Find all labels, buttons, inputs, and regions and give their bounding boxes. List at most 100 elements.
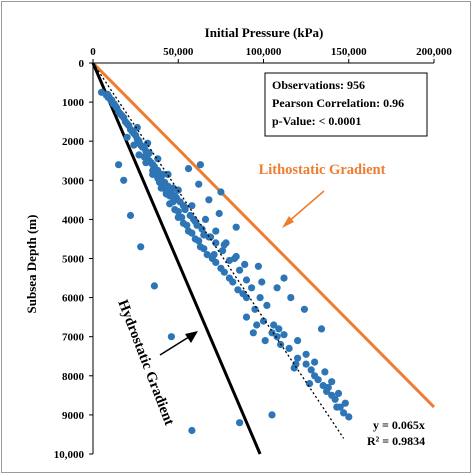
hydrostatic-gradient-line bbox=[91, 62, 262, 455]
data-point bbox=[203, 251, 211, 259]
data-point bbox=[200, 245, 208, 253]
data-point bbox=[159, 170, 167, 178]
data-point bbox=[248, 284, 256, 292]
data-point bbox=[345, 413, 353, 421]
data-point bbox=[268, 329, 276, 337]
data-point bbox=[172, 194, 181, 202]
data-point bbox=[294, 337, 302, 345]
data-point bbox=[219, 247, 227, 255]
data-point bbox=[212, 258, 220, 266]
x-axis-title: Initial Pressure (kPa) bbox=[205, 25, 324, 40]
data-point bbox=[236, 266, 244, 274]
data-point bbox=[270, 321, 278, 329]
y-tick-label: 4000 bbox=[62, 214, 85, 226]
data-point bbox=[130, 141, 138, 149]
data-point bbox=[188, 229, 196, 237]
data-point bbox=[242, 294, 251, 302]
data-point bbox=[317, 325, 326, 333]
x-tick-label: 200,000 bbox=[416, 46, 452, 58]
data-point bbox=[314, 376, 322, 384]
data-point bbox=[287, 294, 295, 302]
data-point bbox=[215, 209, 223, 218]
data-point bbox=[174, 208, 182, 216]
data-point bbox=[328, 378, 336, 386]
data-point bbox=[149, 170, 157, 178]
data-point bbox=[234, 286, 242, 294]
data-point bbox=[150, 282, 158, 290]
x-tick-label: 0 bbox=[90, 46, 96, 58]
data-point bbox=[188, 426, 196, 435]
data-point bbox=[273, 284, 281, 292]
stats-p-value: p-Value: < 0.0001 bbox=[272, 114, 361, 128]
data-point bbox=[280, 331, 288, 339]
y-ticks: 0 1000 2000 3000 4000 5000 6000 7000 8000 9000 10,… bbox=[54, 58, 93, 461]
data-point bbox=[142, 159, 150, 167]
data-point bbox=[311, 358, 319, 366]
data-point bbox=[147, 159, 155, 167]
stats-pearson: Pearson Correlation: 0.96 bbox=[272, 96, 404, 110]
regression-r2: R² = 0.9834 bbox=[367, 434, 425, 448]
data-point bbox=[169, 184, 177, 192]
data-point bbox=[181, 204, 189, 212]
data-point bbox=[259, 317, 268, 325]
data-point bbox=[334, 389, 343, 397]
data-point bbox=[198, 225, 206, 233]
data-point bbox=[128, 127, 136, 135]
data-point bbox=[241, 260, 249, 268]
hydrostatic-arrowhead bbox=[185, 331, 198, 343]
data-point bbox=[249, 329, 257, 337]
stats-observations: Observations: 956 bbox=[272, 78, 365, 92]
regression-line bbox=[92, 62, 345, 439]
y-tick-label: 2000 bbox=[62, 136, 85, 148]
data-point bbox=[133, 123, 141, 132]
data-point bbox=[193, 221, 201, 229]
data-point bbox=[302, 350, 310, 358]
data-point bbox=[280, 274, 288, 282]
data-point bbox=[331, 395, 339, 403]
data-point bbox=[275, 325, 283, 333]
data-point bbox=[184, 165, 193, 173]
data-point bbox=[137, 243, 145, 251]
data-point bbox=[210, 251, 218, 259]
data-point bbox=[254, 262, 262, 270]
y-tick-label: 9000 bbox=[62, 410, 85, 422]
data-point bbox=[341, 399, 349, 407]
data-point bbox=[190, 215, 198, 223]
data-point bbox=[162, 188, 170, 196]
data-point bbox=[258, 278, 266, 286]
data-point bbox=[220, 268, 228, 276]
y-tick-label: 10,000 bbox=[54, 449, 85, 461]
data-point bbox=[154, 155, 162, 163]
data-point bbox=[217, 188, 225, 196]
data-point bbox=[292, 360, 300, 368]
hydrostatic-arrow bbox=[159, 334, 193, 356]
data-point bbox=[230, 254, 239, 263]
data-point bbox=[333, 403, 341, 411]
y-tick-label: 3000 bbox=[62, 175, 85, 187]
data-points bbox=[97, 88, 353, 435]
x-tick-label: 100,000 bbox=[246, 46, 282, 58]
data-point bbox=[236, 419, 244, 427]
data-point bbox=[340, 409, 348, 417]
lithostatic-arrow bbox=[287, 190, 325, 223]
data-point bbox=[207, 233, 215, 241]
data-point bbox=[242, 313, 251, 321]
data-point bbox=[324, 383, 332, 392]
data-point bbox=[302, 360, 310, 368]
data-point bbox=[229, 278, 237, 286]
lithostatic-gradient-line bbox=[91, 61, 436, 409]
data-point bbox=[263, 301, 271, 309]
data-point bbox=[212, 239, 220, 247]
data-point bbox=[115, 161, 123, 169]
x-tick-label: 150,000 bbox=[331, 46, 367, 58]
lithostatic-arrowhead bbox=[282, 216, 294, 228]
y-tick-label: 8000 bbox=[62, 371, 85, 383]
data-point bbox=[135, 137, 143, 145]
data-point bbox=[121, 118, 129, 126]
data-point bbox=[123, 133, 131, 141]
data-point bbox=[155, 178, 164, 186]
x-ticks: 0 50,000 100,000 150,000 200,000 bbox=[90, 46, 452, 63]
data-point bbox=[183, 221, 191, 229]
data-point bbox=[135, 151, 143, 159]
